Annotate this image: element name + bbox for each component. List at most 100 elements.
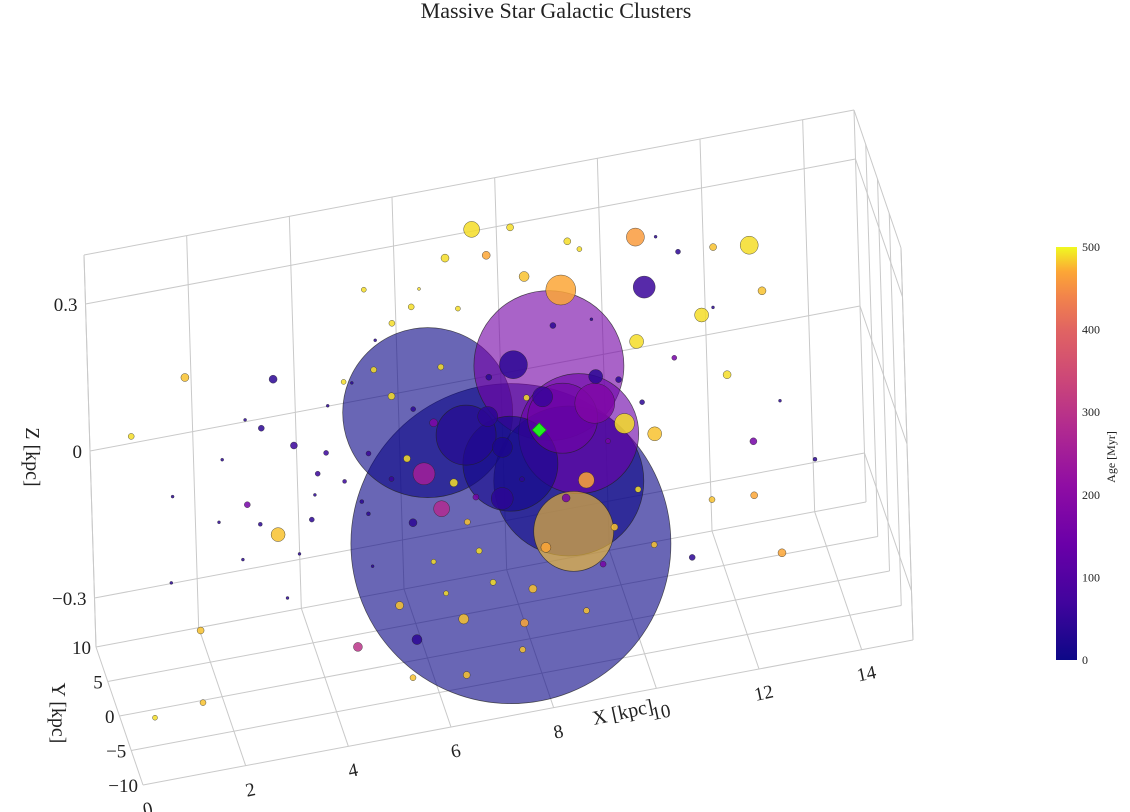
cluster-point <box>739 235 759 255</box>
cluster-point <box>563 237 572 246</box>
cluster-point <box>532 386 553 408</box>
cluster-point <box>325 404 330 408</box>
cluster-point <box>639 399 645 405</box>
cluster-point <box>578 471 595 489</box>
cluster-point <box>323 450 329 456</box>
cluster-point <box>518 271 530 282</box>
cluster-point <box>458 613 469 625</box>
cluster-point <box>370 366 377 374</box>
cluster-point <box>709 243 717 251</box>
cluster-point <box>545 274 577 306</box>
cluster-point <box>433 500 450 517</box>
cluster-point <box>430 558 437 565</box>
y-tick-label: −5 <box>106 742 126 763</box>
cluster-point <box>757 286 767 296</box>
y-tick-label: 10 <box>72 638 91 659</box>
cluster-point <box>588 369 603 384</box>
cluster-point <box>342 479 347 484</box>
sun-marker <box>531 422 547 438</box>
cluster-point <box>258 522 263 527</box>
grid-line-side-z <box>859 305 908 445</box>
x-tick-label: 12 <box>752 681 775 705</box>
cluster-point <box>388 476 395 482</box>
z-tick-label: 0 <box>73 442 83 463</box>
cluster-point <box>361 286 367 293</box>
cluster-point <box>778 398 782 403</box>
cluster-point <box>350 381 354 385</box>
cluster-point <box>472 493 480 501</box>
cluster-point <box>199 699 207 706</box>
cluster-point <box>576 246 583 252</box>
cluster-point <box>653 234 658 239</box>
cluster-point <box>481 251 491 260</box>
cluster-point <box>492 437 513 458</box>
cluster-point <box>650 541 658 548</box>
cluster-point <box>777 548 787 558</box>
cluster-point <box>490 487 514 510</box>
cluster-point <box>403 454 411 463</box>
cluster-point <box>528 584 538 594</box>
colorbar-label: Age [Myr] <box>1104 431 1118 483</box>
cluster-point <box>443 590 449 597</box>
colorbar-tick-label: 200 <box>1082 488 1100 502</box>
colorbar-tick-label: 500 <box>1082 240 1100 254</box>
cluster-point <box>258 424 265 432</box>
cluster-point <box>169 581 174 585</box>
cluster-point <box>407 303 415 311</box>
cluster-point <box>170 494 175 499</box>
cluster-point <box>632 275 656 299</box>
cluster-point <box>455 305 461 312</box>
cluster-point <box>489 579 497 586</box>
cluster-point <box>449 478 459 488</box>
x-tick-label: 4 <box>346 760 360 783</box>
cluster-point <box>688 554 696 561</box>
cluster-point <box>359 499 365 504</box>
x-tick-label: 2 <box>244 779 258 802</box>
z-tick-label: −0.3 <box>52 589 86 610</box>
cluster-point <box>589 317 594 322</box>
x-tick-label: 10 <box>650 701 673 725</box>
cluster-point <box>519 646 526 653</box>
cluster-point <box>241 557 245 562</box>
cluster-point <box>217 520 221 525</box>
y-axis-label: Y [kpc] <box>47 683 69 744</box>
cluster-point <box>409 674 417 681</box>
cluster-point <box>647 426 662 442</box>
grid-line-side-z <box>855 158 903 298</box>
z-tick-label: 0.3 <box>54 295 78 316</box>
colorbar-tick-label: 300 <box>1082 405 1100 419</box>
cluster-point <box>440 253 450 263</box>
cluster-point <box>499 350 528 379</box>
grid-line-floor-y <box>142 639 914 786</box>
cluster-point <box>634 486 642 493</box>
colorbar-gradient <box>1056 247 1077 660</box>
x-tick-label: 6 <box>449 740 463 763</box>
cluster-point <box>220 457 224 462</box>
cluster-point <box>749 437 758 446</box>
cluster-point <box>270 527 286 542</box>
cluster-point <box>626 227 645 247</box>
sun-marker-diamond <box>531 422 547 438</box>
cluster-point <box>750 491 758 500</box>
cluster-point <box>475 547 483 555</box>
cluster-point <box>519 476 525 482</box>
colorbar-tick-label: 0 <box>1082 653 1088 667</box>
cluster-point <box>180 373 190 382</box>
cluster-point <box>388 320 396 327</box>
cluster-point <box>520 618 529 628</box>
y-tick-label: −10 <box>108 776 138 797</box>
cluster-point <box>694 307 709 323</box>
colorbar-tick-label: 400 <box>1082 323 1100 337</box>
cluster-point <box>408 518 418 527</box>
cluster-point <box>506 223 514 232</box>
cluster-point <box>464 518 471 526</box>
cluster-point <box>297 552 302 556</box>
colorbar: Age [Myr] 0 100 200 300 400 500 <box>1056 240 1118 667</box>
grid-edge <box>853 109 902 249</box>
cluster-point <box>244 501 251 508</box>
grid-edge <box>900 247 914 641</box>
y-tick-label: 0 <box>105 707 115 728</box>
cluster-point <box>711 305 715 310</box>
